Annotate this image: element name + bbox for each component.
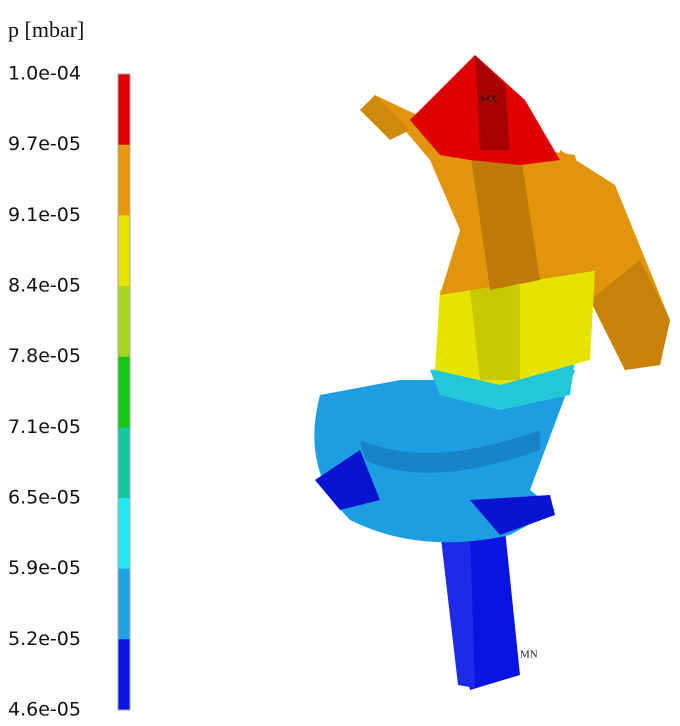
legend-label: 5.9e-05 xyxy=(8,557,81,579)
min-marker: MN xyxy=(520,649,538,661)
inlet-pipe-shade xyxy=(440,530,475,688)
legend-band xyxy=(118,215,130,286)
legend-band xyxy=(118,639,130,710)
legend-band xyxy=(118,569,130,640)
legend-title: p [mbar] xyxy=(8,17,84,42)
page: p [mbar] MX MN 1.0e-04 9.7e-05 9.1e-05 8.4e… xyxy=(0,0,680,726)
legend-label: 9.1e-05 xyxy=(8,204,81,226)
legend-label: 5.2e-05 xyxy=(8,628,81,650)
legend-label: 7.8e-05 xyxy=(8,345,81,367)
legend-label: 1.0e-04 xyxy=(8,63,81,85)
result-view: p [mbar] MX MN 1.0e-04 9.7e-05 9.1e-05 8.4e… xyxy=(0,0,680,726)
legend-band xyxy=(118,145,130,216)
legend-band xyxy=(118,286,130,357)
legend-label: 7.1e-05 xyxy=(8,416,81,438)
legend-band xyxy=(118,427,130,498)
legend-label: 4.6e-05 xyxy=(8,699,81,721)
legend-label: 9.7e-05 xyxy=(8,133,81,155)
legend-label: 8.4e-05 xyxy=(8,275,81,297)
legend-band xyxy=(118,74,130,145)
model: MX MN xyxy=(314,55,670,690)
legend-band xyxy=(118,498,130,569)
legend-label: 6.5e-05 xyxy=(8,487,81,509)
max-marker: MX xyxy=(480,94,498,106)
legend-band xyxy=(118,357,130,428)
